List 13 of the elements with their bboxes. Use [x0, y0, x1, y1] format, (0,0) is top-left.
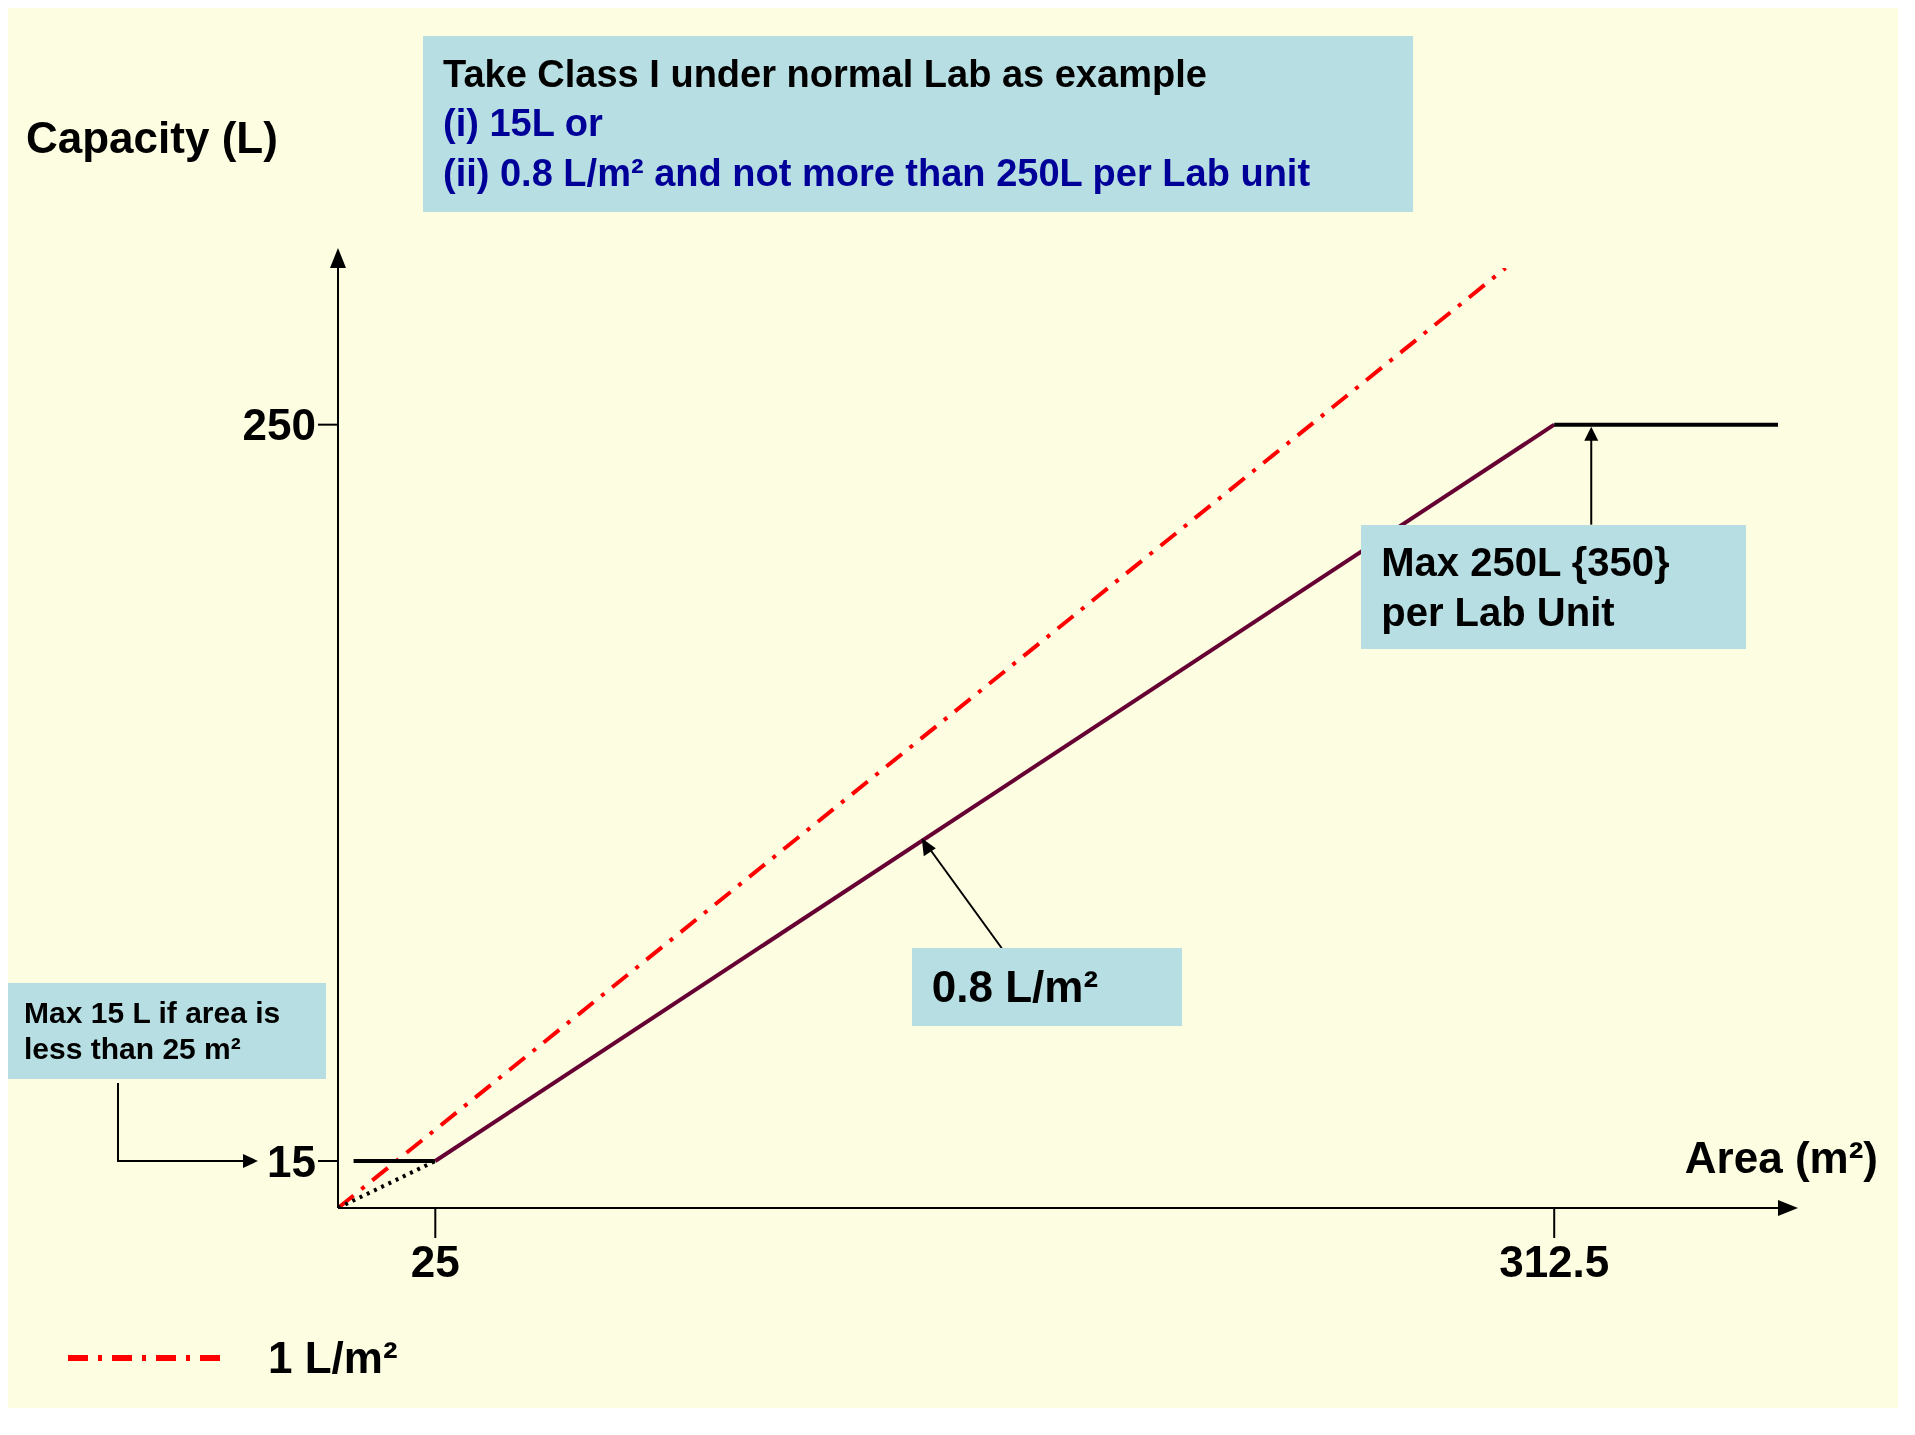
- y-tick-label: 15: [267, 1136, 316, 1186]
- text: (i) 15L or: [443, 101, 604, 147]
- chart-title: Take Class I under normal Lab as example: [443, 52, 1208, 97]
- annotation: 0.8 L/m²: [911, 948, 1182, 1027]
- text: (ii) 0.8 L/m² and not more than 250L per Lab unit: [443, 150, 1312, 196]
- legend-label: 1 L/m²: [268, 1333, 398, 1383]
- x-tick-label: 25: [410, 1237, 460, 1287]
- x-tick-label: 312.5: [1499, 1237, 1610, 1287]
- y-tick-label: 250: [242, 400, 316, 450]
- annotation: Max 250L {350} per Lab Unit: [1361, 524, 1747, 649]
- y-axis-title: Capacity (L): [26, 113, 278, 163]
- x-axis-title: Area (m²): [1684, 1133, 1878, 1183]
- text: Max 15 L if area is less than 25 m²: [8, 983, 326, 1079]
